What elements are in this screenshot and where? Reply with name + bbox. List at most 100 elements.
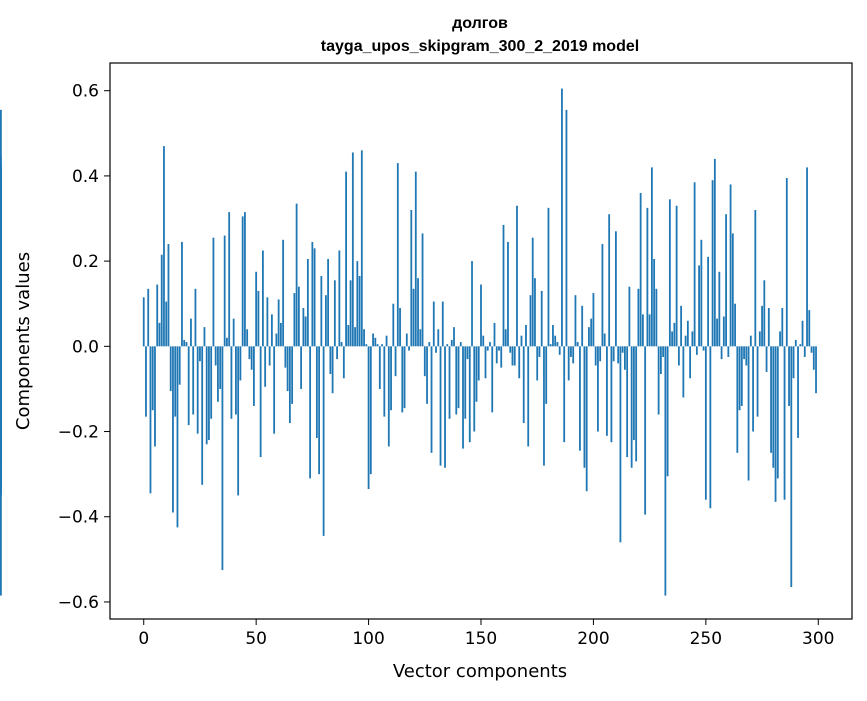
bar-component-29 (208, 346, 210, 441)
bar-component-266 (740, 346, 743, 406)
y-tick-label: 0.4 (72, 167, 99, 187)
bar-component-11 (167, 244, 170, 347)
bar-component-246 (695, 346, 698, 355)
bar-component-231 (662, 346, 665, 357)
bar-component-207 (608, 214, 611, 347)
bar-component-110 (390, 346, 392, 411)
bar-component-150 (480, 284, 482, 347)
bar-component-200 (592, 293, 595, 347)
bar-component-297 (810, 346, 813, 353)
ticks-layer: 0 50 100 150 200 250 300 −0.6 −0.4 −0.2 0.0 0.2 0.4 0… (58, 82, 835, 649)
bar-component-143 (464, 346, 467, 419)
bar-component-114 (399, 307, 401, 347)
bar-component-255 (716, 318, 718, 347)
x-tick-label: 150 (465, 629, 497, 649)
bar-component-184 (556, 342, 559, 347)
bar-component-262 (731, 233, 734, 347)
bar-component-264 (736, 346, 739, 453)
bar-component-137 (450, 339, 453, 347)
bar-component-90 (345, 171, 347, 347)
bar-component-26 (201, 346, 204, 485)
bar-component-99 (365, 344, 368, 347)
bar-component-295 (806, 167, 808, 347)
bar-component-235 (671, 331, 674, 347)
bar-component-96 (358, 276, 361, 347)
bar-component-290 (794, 339, 797, 347)
bar-component-75 (311, 241, 314, 347)
bar-component-181 (549, 344, 552, 347)
x-tick-label: 50 (245, 629, 267, 649)
bar-component-193 (576, 342, 579, 347)
bar-component-284 (781, 307, 784, 347)
bar-component-227 (653, 258, 656, 347)
bar-component-77 (315, 346, 318, 438)
bar-component-41 (235, 346, 237, 415)
bar-component-280 (772, 346, 775, 468)
bar-component-168 (520, 335, 523, 347)
bar-component-160 (502, 224, 505, 347)
chart-title: долгов (452, 15, 508, 32)
bar-component-239 (680, 305, 683, 347)
bar-component-15 (176, 346, 179, 528)
bar-component-213 (621, 346, 624, 353)
bar-component-2 (147, 288, 150, 347)
bar-component-224 (646, 207, 649, 347)
bar-component-189 (567, 346, 570, 381)
bar-component-221 (639, 192, 642, 347)
bar-component-undefined (0, 337, 2, 347)
bar-component-233 (666, 346, 669, 477)
bar-component-70 (300, 346, 303, 389)
bar-component-69 (297, 286, 300, 347)
bar-component-17 (181, 241, 183, 347)
bar-component-205 (603, 333, 606, 347)
bar-component-218 (633, 346, 635, 441)
bar-component-286 (785, 178, 788, 347)
bar-component-64 (286, 346, 289, 392)
bar-component-87 (338, 250, 341, 347)
bar-component-141 (459, 342, 462, 347)
bar-component-155 (491, 346, 494, 413)
bar-component-281 (774, 346, 777, 502)
bar-component-108 (385, 335, 388, 347)
bar-component-283 (779, 331, 781, 347)
bar-component-23 (194, 288, 197, 347)
bar-component-293 (801, 320, 804, 347)
bar-component-253 (711, 180, 714, 347)
bar-component-101 (369, 346, 372, 475)
bar-component-289 (792, 346, 795, 379)
bar-component-95 (356, 261, 359, 347)
bar-component-22 (192, 346, 195, 415)
bar-component-230 (659, 346, 662, 375)
bar-component-45 (244, 212, 246, 347)
bar-component-151 (482, 335, 485, 347)
bar-component-21 (190, 318, 192, 347)
bar-component-73 (306, 258, 309, 347)
bar-component-272 (754, 209, 757, 347)
x-tick-label: 300 (802, 629, 834, 649)
bar-component-139 (455, 346, 458, 415)
bar-component-211 (617, 346, 620, 364)
bar-component-92 (349, 280, 352, 347)
bar-component-8 (160, 254, 163, 347)
bar-component-196 (583, 346, 586, 468)
bar-component-130 (435, 346, 437, 353)
bar-component-228 (655, 288, 658, 347)
bar-component-154 (489, 342, 491, 347)
bar-component-127 (428, 342, 431, 347)
bar-component-119 (410, 209, 413, 347)
bar-component-82 (327, 258, 329, 347)
bar-component-133 (441, 301, 444, 347)
bar-component-268 (745, 346, 748, 366)
bar-component-157 (495, 346, 498, 364)
bar-component-140 (457, 346, 460, 409)
x-axis-label: Vector components (393, 661, 567, 682)
bar-component-240 (682, 346, 685, 398)
bar-component-183 (554, 335, 557, 347)
bar-component-32 (214, 346, 217, 366)
bar-component-126 (426, 346, 428, 404)
bar-component-24 (196, 346, 199, 434)
bar-component-234 (668, 199, 671, 347)
bar-component-206 (606, 346, 608, 436)
bar-component-68 (295, 203, 298, 347)
bar-component-180 (547, 207, 550, 347)
